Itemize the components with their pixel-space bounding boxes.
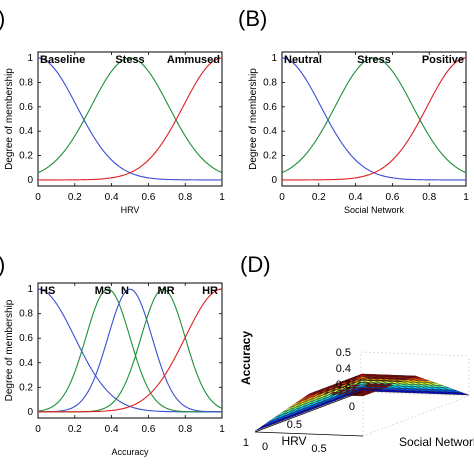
y-tick-label: 0: [271, 175, 277, 186]
x-tick-label: 0.4: [105, 192, 119, 203]
y-tick-label: 0.2: [263, 151, 277, 162]
y-tick-label: 0: [27, 175, 33, 186]
panel-label-d: (D): [240, 252, 271, 277]
box-edge: [362, 395, 470, 437]
y-tick-label: 0.4: [19, 126, 33, 137]
y-axis-label: Degree of membership: [248, 68, 259, 170]
series-line-stress: [281, 57, 467, 174]
mf-label: Baseline: [40, 54, 85, 66]
z-axis-label: Accuracy: [239, 331, 253, 385]
plot-frame: [37, 282, 223, 419]
series-line-hr: [38, 288, 223, 413]
x-tick-label: 0.8: [178, 424, 192, 435]
x-tick-label: 1: [463, 192, 469, 203]
chart-panel-b: 00 0.2 0.2 0.4 0.4 0.6 0.6 0.8 0.8 1 1 Social Netwo…: [248, 51, 469, 215]
y-axis-line: [254, 391, 362, 433]
panel-label-b: (B): [238, 6, 267, 31]
y-tick-label: 0.8: [19, 77, 33, 88]
x-tick-label: 0.6: [141, 424, 155, 435]
x-tick-label: 0.8: [178, 192, 192, 203]
z-tick-label: 0.4: [336, 363, 351, 375]
series-line-n: [37, 288, 223, 413]
chart-panel-a: 00 0.2 0.2 0.4 0.4 0.6 0.6 0.8 0.8 1 1 HRV Degree of…: [4, 51, 225, 215]
x-axis-line: [254, 431, 364, 437]
social-axis-label: Social Networks: [399, 435, 474, 449]
x-tick-label: 0.2: [312, 192, 326, 203]
z-tick-label: 0.3: [336, 379, 351, 391]
x-tick-label: 0.6: [141, 192, 155, 203]
mf-label: Neutral: [284, 54, 322, 66]
y-tick-label: 0.2: [19, 382, 33, 393]
x-tick-label: 0.4: [105, 424, 119, 435]
y-axis-label: Degree of membership: [4, 299, 15, 401]
x-axis-label: Social Network: [344, 205, 405, 215]
y-tick-label: 0: [27, 407, 33, 418]
mf-label: HR: [202, 285, 218, 297]
series-line-ms: [37, 288, 222, 413]
social-tick-label: 0.5: [311, 443, 326, 455]
plot-frame: [37, 51, 223, 187]
panel-label-c: ): [0, 252, 5, 277]
x-tick-label: 0.2: [68, 192, 82, 203]
surface-cell: [356, 393, 370, 397]
mf-label: Ammused: [167, 54, 220, 66]
y-tick-label: 0.6: [263, 102, 277, 113]
hrv-tick-label: 0: [349, 401, 355, 413]
y-tick-label: 0.6: [19, 102, 33, 113]
mf-label: Stress: [357, 54, 391, 66]
mf-label: MR: [157, 285, 174, 297]
mf-label: HS: [40, 285, 55, 297]
x-tick-label: 0.6: [385, 192, 399, 203]
social-tick-label: 0: [262, 441, 268, 453]
y-axis-label: Degree of membership: [4, 68, 15, 170]
hrv-tick-label: 0.5: [287, 419, 302, 431]
mf-label: Stess: [115, 54, 144, 66]
mf-label: N: [121, 285, 129, 297]
y-tick-label: 1: [27, 53, 33, 64]
x-tick-label: 0.8: [422, 192, 436, 203]
y-tick-label: 0.6: [19, 333, 33, 344]
y-tick-label: 0.8: [19, 309, 33, 320]
panel-label-a: ): [0, 6, 5, 31]
chart-panel-c: 00 0.2 0.2 0.4 0.4 0.6 0.6 0.8 0.8 1 1 Accuracy Degr…: [4, 282, 225, 457]
z-tick-label: 0.5: [336, 347, 351, 359]
x-tick-label: 0: [35, 424, 41, 435]
surface-cell: [254, 423, 269, 432]
y-tick-label: 0.4: [19, 358, 33, 369]
plot-frame: [281, 51, 467, 187]
y-tick-label: 0.8: [263, 77, 277, 88]
x-axis-label: HRV: [121, 205, 140, 215]
series-line-positive: [282, 57, 467, 181]
chart-panel-d: 0.3 0.4 0.5 1 0.5 0 0 0.5 Accuracy HRV Social Netw…: [239, 331, 474, 455]
x-tick-label: 0: [279, 192, 285, 203]
series-line-stess: [37, 57, 223, 174]
x-tick-label: 0.4: [349, 192, 363, 203]
x-axis-label: Accuracy: [111, 447, 149, 457]
surface-cell: [455, 392, 470, 396]
y-tick-label: 1: [27, 284, 33, 295]
hrv-axis-label: HRV: [281, 434, 306, 448]
x-tick-label: 1: [219, 192, 225, 203]
x-tick-label: 0.2: [68, 424, 82, 435]
mf-label: Positive: [422, 54, 464, 66]
y-tick-label: 0.2: [19, 151, 33, 162]
hrv-tick-label: 1: [243, 437, 249, 449]
y-tick-label: 0.4: [263, 126, 277, 137]
box-edge: [360, 351, 470, 357]
x-tick-label: 1: [219, 424, 225, 435]
mf-label: MS: [95, 285, 112, 297]
series-line-ammused: [38, 57, 223, 181]
y-tick-label: 1: [271, 53, 277, 64]
x-tick-label: 0: [35, 192, 41, 203]
